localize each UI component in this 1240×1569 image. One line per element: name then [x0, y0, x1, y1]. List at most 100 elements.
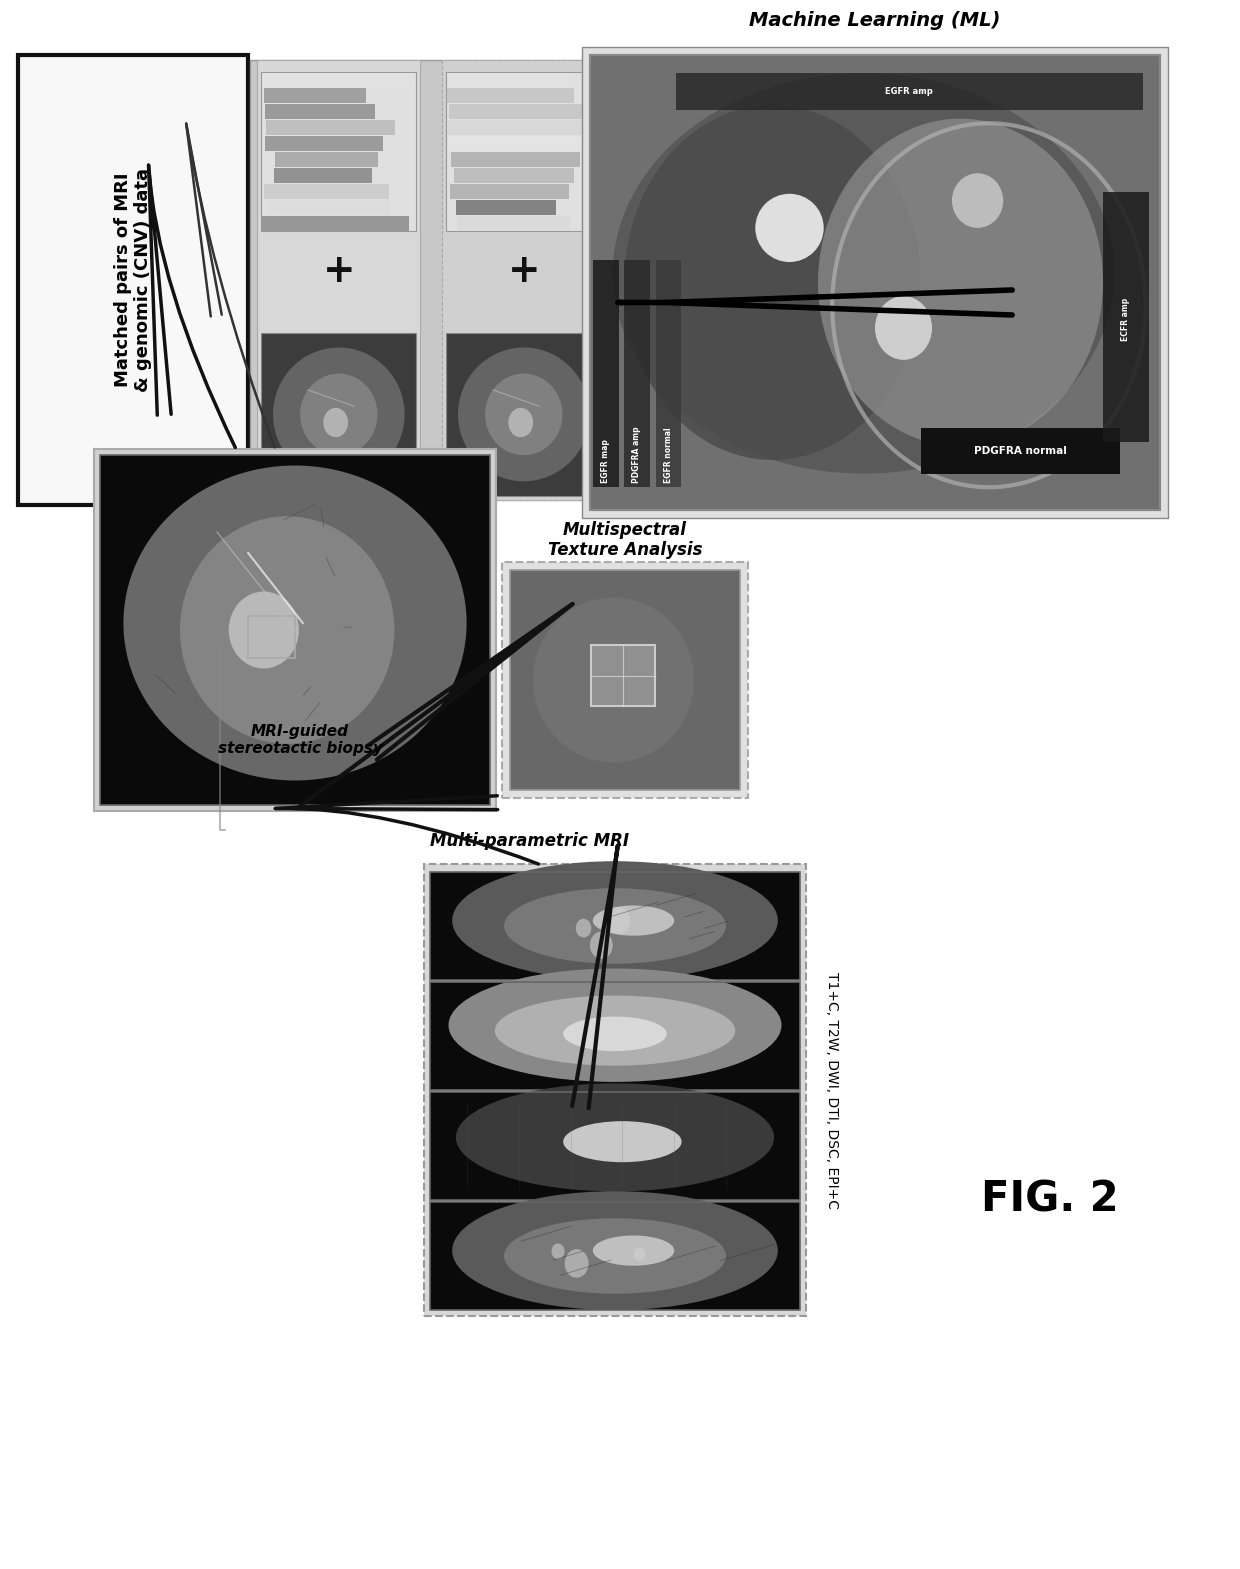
Ellipse shape	[180, 516, 394, 744]
Bar	[262, 217, 409, 231]
Bar	[265, 105, 376, 119]
Bar	[449, 105, 591, 119]
Bar	[248, 617, 295, 657]
Bar	[456, 217, 570, 231]
Bar	[446, 333, 601, 496]
Text: EGFR normal: EGFR normal	[663, 427, 673, 483]
Bar	[275, 152, 378, 166]
Ellipse shape	[300, 373, 377, 455]
Text: +: +	[507, 253, 541, 290]
Bar	[456, 199, 556, 215]
Bar	[656, 260, 681, 488]
Bar	[94, 449, 496, 811]
Text: ECFR amp: ECFR amp	[1121, 297, 1131, 340]
Ellipse shape	[624, 105, 920, 460]
Text: EGFR amp: EGFR amp	[885, 86, 932, 96]
Bar	[267, 121, 394, 135]
Bar	[593, 260, 619, 488]
Ellipse shape	[608, 907, 630, 934]
Bar	[264, 137, 383, 151]
Text: Matched pairs of MRI
& genomic (CNV) data: Matched pairs of MRI & genomic (CNV) dat…	[114, 168, 153, 392]
Ellipse shape	[563, 1017, 667, 1051]
Bar	[1104, 191, 1148, 442]
Ellipse shape	[449, 968, 781, 1083]
Ellipse shape	[456, 1083, 774, 1191]
Bar	[430, 982, 800, 1090]
Bar	[262, 72, 417, 231]
Text: T1+C, T2W, DWI, DTI, DSC, EPI+C: T1+C, T2W, DWI, DTI, DSC, EPI+C	[825, 971, 839, 1208]
Ellipse shape	[755, 195, 823, 262]
Bar	[510, 570, 740, 791]
Text: Machine Learning (ML): Machine Learning (ML)	[749, 11, 1001, 30]
Bar	[258, 60, 420, 501]
Bar	[250, 60, 620, 501]
Bar	[100, 455, 490, 805]
Bar	[582, 47, 1168, 518]
Bar	[262, 72, 414, 88]
Bar	[451, 152, 580, 166]
Ellipse shape	[503, 1218, 725, 1294]
Ellipse shape	[593, 1235, 675, 1266]
Ellipse shape	[952, 173, 1003, 228]
Bar	[448, 88, 574, 104]
Text: PDGFRA normal: PDGFRA normal	[973, 446, 1066, 457]
Ellipse shape	[552, 1244, 564, 1260]
Ellipse shape	[634, 1247, 645, 1261]
Bar	[430, 982, 800, 1090]
Ellipse shape	[453, 861, 777, 981]
Ellipse shape	[495, 995, 735, 1065]
Bar	[449, 72, 567, 88]
Bar	[446, 72, 601, 231]
Ellipse shape	[324, 408, 348, 438]
Ellipse shape	[503, 888, 725, 963]
Bar	[267, 199, 391, 215]
Ellipse shape	[593, 905, 675, 935]
Ellipse shape	[818, 119, 1104, 446]
Text: PDGFRA amp: PDGFRA amp	[632, 427, 641, 483]
Text: Multispectral
Texture Analysis: Multispectral Texture Analysis	[548, 521, 702, 560]
Bar	[100, 455, 490, 805]
Bar	[448, 137, 591, 151]
Ellipse shape	[613, 74, 1115, 474]
Ellipse shape	[273, 347, 404, 482]
Bar	[430, 1092, 800, 1200]
Bar	[264, 88, 366, 104]
Ellipse shape	[228, 592, 299, 668]
Bar	[424, 865, 806, 1316]
Text: Multi-parametric MRI: Multi-parametric MRI	[430, 832, 630, 850]
Bar	[446, 121, 590, 135]
Bar	[264, 184, 389, 199]
Ellipse shape	[485, 373, 563, 455]
Bar	[430, 872, 800, 981]
Text: FIG. 2: FIG. 2	[981, 1178, 1118, 1221]
Ellipse shape	[590, 932, 613, 959]
Ellipse shape	[124, 466, 466, 780]
Bar	[625, 260, 650, 488]
Bar	[262, 333, 417, 496]
Ellipse shape	[533, 598, 694, 763]
Bar	[430, 872, 800, 981]
Bar	[454, 168, 574, 184]
Ellipse shape	[458, 347, 589, 482]
Bar	[590, 645, 655, 706]
Bar	[430, 1202, 800, 1310]
Bar	[19, 55, 248, 505]
Bar	[920, 428, 1120, 474]
Bar	[450, 184, 569, 199]
Ellipse shape	[508, 408, 533, 438]
Bar	[502, 562, 748, 799]
Bar	[430, 1202, 800, 1310]
Ellipse shape	[875, 297, 932, 359]
Text: MRI-guided
stereotactic biopsy: MRI-guided stereotactic biopsy	[217, 723, 382, 756]
Bar	[274, 168, 372, 184]
Bar	[590, 55, 1159, 510]
Bar	[676, 74, 1143, 110]
Ellipse shape	[563, 1122, 682, 1163]
Text: +: +	[322, 253, 355, 290]
Bar	[443, 60, 605, 501]
Ellipse shape	[453, 1191, 777, 1310]
Text: EGFR map: EGFR map	[601, 439, 610, 483]
Ellipse shape	[575, 919, 591, 938]
Ellipse shape	[564, 1249, 589, 1277]
Bar	[590, 55, 1159, 510]
